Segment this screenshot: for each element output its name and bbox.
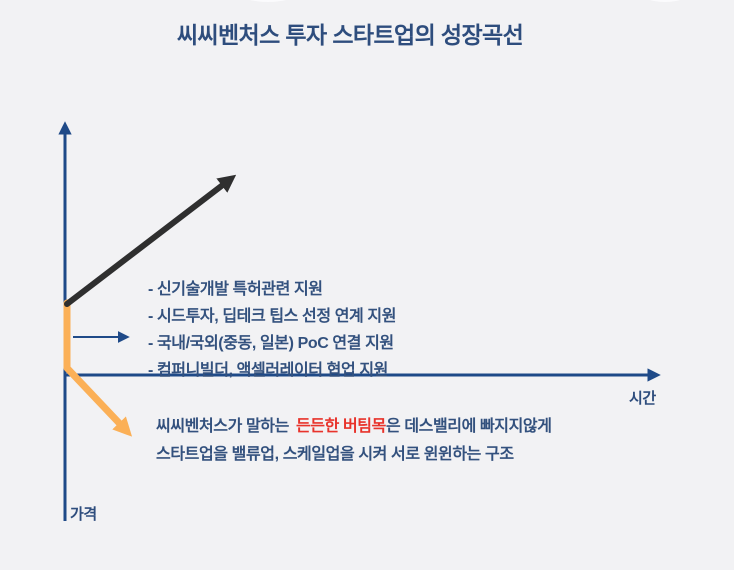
description-line-2: 스타트업을 밸류업, 스케일업을 시켜 서로 윈윈하는 구조 (156, 446, 514, 463)
support-list-item: - 신기술개발 특허관련 지원 (148, 281, 323, 298)
description-suffix: 은 데스밸리에 빠지지않게 (385, 418, 552, 435)
support-list-item: - 컴퍼니빌더, 액셀러레이터 협업 지원 (148, 362, 388, 379)
y-axis-label: 가격 (70, 506, 97, 523)
decor-circle-right (650, 0, 680, 2)
x-axis-label: 시간 (629, 390, 656, 407)
decor-circle-left (250, 0, 286, 2)
description-line-1: 씨씨벤처스가 말하는 든든한 버팀목은 데스밸리에 빠지지않게 (156, 413, 552, 441)
growth-arrow (64, 174, 237, 307)
support-list: - 신기술개발 특허관련 지원 - 시드투자, 딥테크 팁스 선정 연계 지원 … (148, 276, 396, 384)
support-list-item: - 국내/국외(중동, 일본) PoC 연결 지원 (148, 335, 394, 352)
description-prefix: 씨씨벤처스가 말하는 (156, 418, 293, 435)
support-list-item: - 시드투자, 딥테크 팁스 선정 연계 지원 (148, 308, 397, 325)
description: 씨씨벤처스가 말하는 든든한 버팀목은 데스밸리에 빠지지않게 스타트업을 밸류… (156, 413, 552, 469)
page-title: 씨씨벤처스 투자 스타트업의 성장곡선 (176, 22, 524, 48)
description-highlight: 든든한 버팀목 (295, 418, 386, 435)
support-arrow (63, 299, 133, 437)
